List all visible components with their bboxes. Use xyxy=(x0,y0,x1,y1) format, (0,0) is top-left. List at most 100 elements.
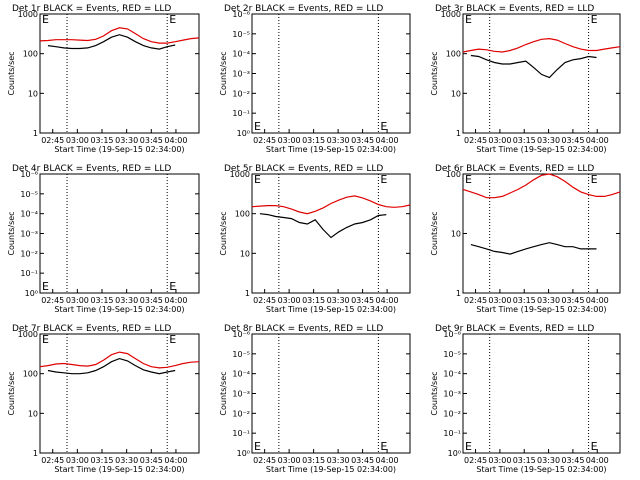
x-tick-label: 04:00 xyxy=(164,296,187,305)
x-tick-label: 04:00 xyxy=(376,456,399,465)
panel-det-9: Det 9r BLACK = Events, RED = LLD E E 10⁰ 10⁻… xyxy=(430,324,621,474)
x-tick-label: 02:45 xyxy=(41,136,64,145)
y-tick-label: 100 xyxy=(23,50,38,59)
x-tick-label: 03:15 xyxy=(302,136,325,145)
y-axis-label: Counts/sec xyxy=(219,211,228,255)
series-events-line xyxy=(470,242,597,255)
x-tick-label: 03:15 xyxy=(302,456,325,465)
x-tick-label: 03:15 xyxy=(90,456,113,465)
y-tick-label: 10⁰ xyxy=(25,289,38,298)
event-marker-label: E xyxy=(591,173,598,186)
panel-title: Det 2r BLACK = Events, RED = LLD xyxy=(224,4,383,14)
y-tick-label: 10⁻⁵ xyxy=(232,30,250,39)
x-tick-label: 03:15 xyxy=(513,456,536,465)
x-axis-label: Start Time (19-Sep-15 02:34:00) xyxy=(476,145,606,154)
panel-det-2: Det 2r BLACK = Events, RED = LLD E E 10⁰ 10⁻… xyxy=(219,4,411,154)
x-tick-label: 03:30 xyxy=(115,456,138,465)
x-tick-label: 03:00 xyxy=(488,456,511,465)
plot-frame xyxy=(462,13,621,134)
y-tick-label: 10⁻⁴ xyxy=(232,370,250,379)
x-tick-label: 03:15 xyxy=(90,296,113,305)
plot-frame xyxy=(39,333,200,454)
x-tick-label: 03:00 xyxy=(66,456,89,465)
panel-title: Det 4r BLACK = Events, RED = LLD xyxy=(12,164,171,174)
series-events-line xyxy=(259,213,387,239)
y-tick-label: 10⁻⁵ xyxy=(232,350,250,359)
x-tick-label: 03:45 xyxy=(140,456,163,465)
y-tick-label: 1000 xyxy=(18,330,38,339)
y-tick-label: 10⁻¹ xyxy=(443,429,461,438)
y-tick-label: 1 xyxy=(456,129,461,138)
x-tick-label: 03:00 xyxy=(278,456,301,465)
y-tick-label: 10⁻² xyxy=(232,89,250,98)
x-tick-label: 03:45 xyxy=(351,456,374,465)
x-tick-label: 04:00 xyxy=(164,136,187,145)
y-tick-label: 10⁻² xyxy=(443,409,461,418)
panel-title: Det 5r BLACK = Events, RED = LLD xyxy=(224,164,383,174)
x-axis-label: Start Time (19-Sep-15 02:34:00) xyxy=(476,305,606,314)
x-tick-label: 03:30 xyxy=(327,296,350,305)
x-axis-label: Start Time (19-Sep-15 02:34:00) xyxy=(266,305,396,314)
x-tick-label: 03:00 xyxy=(488,136,511,145)
panel-title: Det 9r BLACK = Events, RED = LLD xyxy=(435,324,594,334)
series-lld-line xyxy=(462,173,621,199)
y-axis-label: Counts/sec xyxy=(219,51,228,95)
x-tick-label: 04:00 xyxy=(376,136,399,145)
y-tick-label: 1 xyxy=(33,449,38,458)
x-tick-label: 03:45 xyxy=(351,296,374,305)
y-axis-label: Counts/sec xyxy=(430,211,439,255)
y-tick-label: 10 xyxy=(240,249,250,258)
y-tick-label: 10⁰ xyxy=(448,449,461,458)
x-tick-label: 03:00 xyxy=(278,136,301,145)
x-tick-label: 02:45 xyxy=(464,136,487,145)
event-marker-label: E xyxy=(465,440,472,453)
x-tick-label: 03:45 xyxy=(561,296,584,305)
x-tick-label: 03:45 xyxy=(561,136,584,145)
y-tick-label: 10⁻² xyxy=(232,409,250,418)
x-tick-label: 03:30 xyxy=(537,296,560,305)
y-tick-label: 1000 xyxy=(441,10,461,19)
x-tick-label: 03:30 xyxy=(327,456,350,465)
event-marker-label: E xyxy=(591,13,598,26)
y-tick-label: 10⁻⁶ xyxy=(443,330,461,339)
y-axis-label: Counts/sec xyxy=(7,51,16,95)
series-lld-line xyxy=(39,351,200,369)
x-tick-label: 03:30 xyxy=(115,296,138,305)
x-tick-label: 02:45 xyxy=(464,296,487,305)
event-marker-label: E xyxy=(254,120,261,133)
event-marker-label: E xyxy=(380,120,387,133)
y-axis-label: Counts/sec xyxy=(430,51,439,95)
x-tick-label: 03:00 xyxy=(66,136,89,145)
x-tick-label: 03:00 xyxy=(278,296,301,305)
y-tick-label: 100 xyxy=(446,170,461,179)
event-marker-label: E xyxy=(254,440,261,453)
x-axis-label: Start Time (19-Sep-15 02:34:00) xyxy=(54,305,184,314)
x-tick-label: 03:15 xyxy=(90,136,113,145)
x-tick-label: 03:00 xyxy=(488,296,511,305)
x-tick-label: 04:00 xyxy=(376,296,399,305)
x-axis-label: Start Time (19-Sep-15 02:34:00) xyxy=(476,465,606,474)
series-events-line xyxy=(470,54,597,79)
y-tick-label: 10⁻⁶ xyxy=(232,10,250,19)
x-tick-label: 03:45 xyxy=(140,136,163,145)
event-marker-label: E xyxy=(169,280,176,293)
event-marker-label: E xyxy=(42,333,49,346)
y-tick-label: 10⁻³ xyxy=(443,390,461,399)
y-tick-label: 1 xyxy=(33,129,38,138)
event-marker-label: E xyxy=(465,173,472,186)
x-tick-label: 03:45 xyxy=(140,296,163,305)
x-tick-label: 03:15 xyxy=(513,136,536,145)
event-marker-label: E xyxy=(465,13,472,26)
y-tick-label: 100 xyxy=(23,370,38,379)
y-tick-label: 1000 xyxy=(230,170,250,179)
series-events-line xyxy=(47,34,176,50)
x-tick-label: 02:45 xyxy=(253,296,276,305)
plot-frame xyxy=(39,13,200,134)
y-tick-label: 10⁻⁵ xyxy=(20,190,38,199)
event-marker-label: E xyxy=(254,173,261,186)
